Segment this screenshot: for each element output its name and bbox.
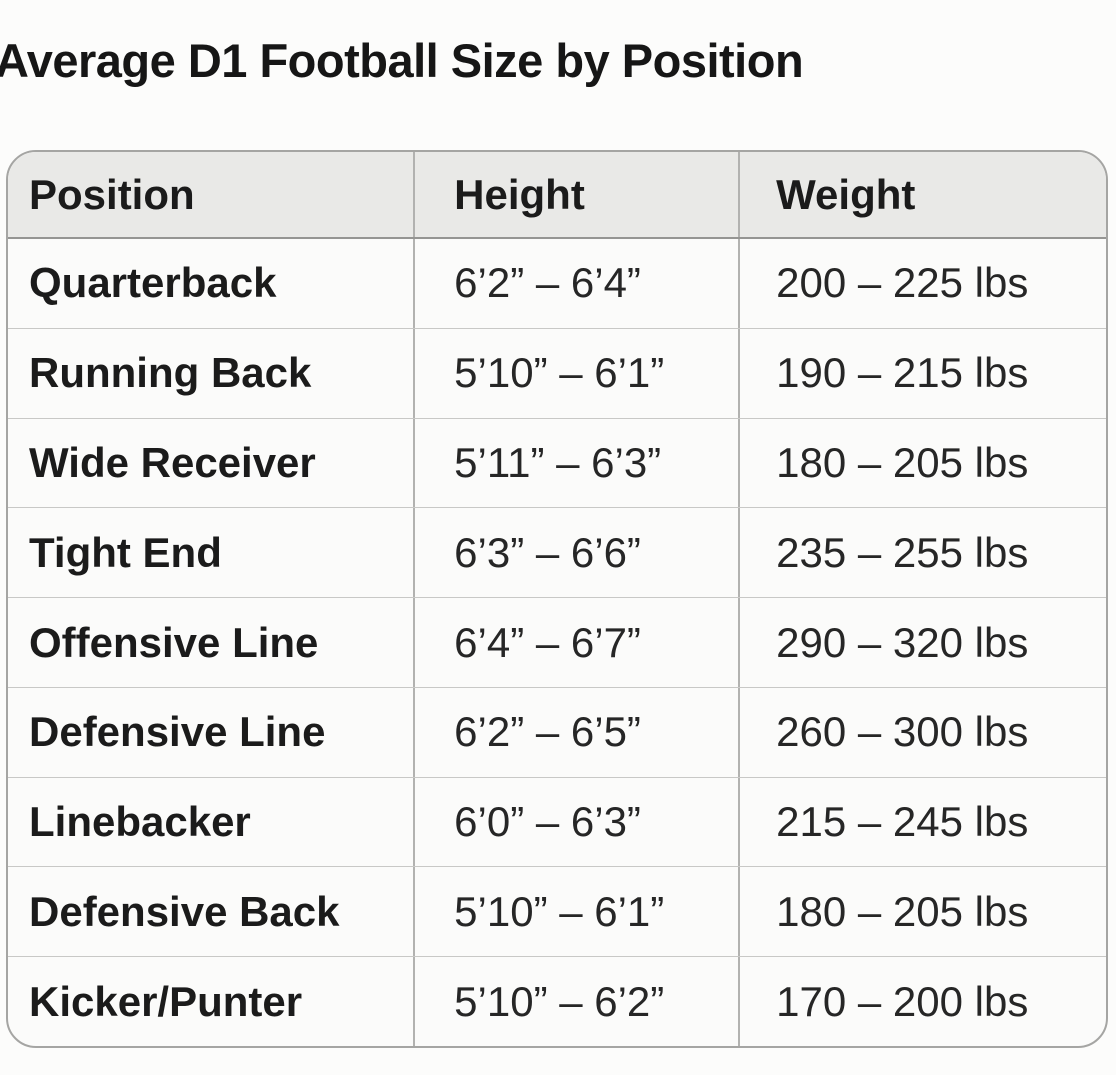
height-cell: 6’4” – 6’7” <box>413 598 738 687</box>
table-row: Kicker/Punter 5’10” – 6’2” 170 – 200 lbs <box>8 956 1106 1046</box>
height-cell: 5’11” – 6’3” <box>413 418 738 508</box>
position-cell: Tight End <box>29 528 222 576</box>
table-row: Running Back 5’10” – 6’1” 190 – 215 lbs <box>8 327 1106 418</box>
table-body: Quarterback 6’2” – 6’4” 200 – 225 lbs Ru… <box>8 239 1106 1046</box>
column-header-height: Height <box>413 152 738 237</box>
position-cell: Quarterback <box>29 259 277 307</box>
weight-cell: 180 – 205 lbs <box>738 867 1106 957</box>
height-cell: 6’3” – 6’6” <box>413 508 738 598</box>
weight-cell: 215 – 245 lbs <box>738 777 1106 867</box>
position-cell: Wide Receiver <box>29 438 316 486</box>
height-cell: 5’10” – 6’1” <box>413 328 738 418</box>
table-row: Defensive Back 5’10” – 6’1” 180 – 205 lb… <box>8 866 1106 957</box>
table-row: Wide Receiver 5’11” – 6’3” 180 – 205 lbs <box>8 417 1106 508</box>
column-header-weight: Weight <box>738 152 1106 237</box>
height-cell: 5’10” – 6’1” <box>413 867 738 957</box>
position-cell: Kicker/Punter <box>29 977 303 1025</box>
size-table: Position Height Weight Quarterback 6’2” … <box>6 150 1108 1048</box>
column-header-position: Position <box>29 170 195 218</box>
table-row: Offensive Line 6’4” – 6’7” 290 – 320 lbs <box>8 597 1106 687</box>
weight-cell: 235 – 255 lbs <box>738 508 1106 598</box>
height-cell: 6’2” – 6’4” <box>413 239 738 328</box>
height-cell: 6’0” – 6’3” <box>413 777 738 867</box>
weight-cell: 190 – 215 lbs <box>738 328 1106 418</box>
page-title: Average D1 Football Size by Position <box>0 34 804 87</box>
weight-cell: 200 – 225 lbs <box>738 239 1106 328</box>
position-cell: Linebacker <box>29 798 251 846</box>
weight-cell: 290 – 320 lbs <box>738 598 1106 687</box>
table-header-row: Position Height Weight <box>8 152 1106 239</box>
weight-cell: 180 – 205 lbs <box>738 418 1106 508</box>
table-row: Tight End 6’3” – 6’6” 235 – 255 lbs <box>8 507 1106 598</box>
height-cell: 5’10” – 6’2” <box>413 957 738 1046</box>
position-cell: Running Back <box>29 349 312 397</box>
table-row: Linebacker 6’0” – 6’3” 215 – 245 lbs <box>8 776 1106 867</box>
weight-cell: 260 – 300 lbs <box>738 687 1106 777</box>
table-row: Quarterback 6’2” – 6’4” 200 – 225 lbs <box>8 239 1106 328</box>
table-row: Defensive Line 6’2” – 6’5” 260 – 300 lbs <box>8 686 1106 777</box>
position-cell: Defensive Line <box>29 708 326 756</box>
weight-cell: 170 – 200 lbs <box>738 957 1106 1046</box>
height-cell: 6’2” – 6’5” <box>413 687 738 777</box>
position-cell: Defensive Back <box>29 887 340 935</box>
position-cell: Offensive Line <box>29 618 319 666</box>
